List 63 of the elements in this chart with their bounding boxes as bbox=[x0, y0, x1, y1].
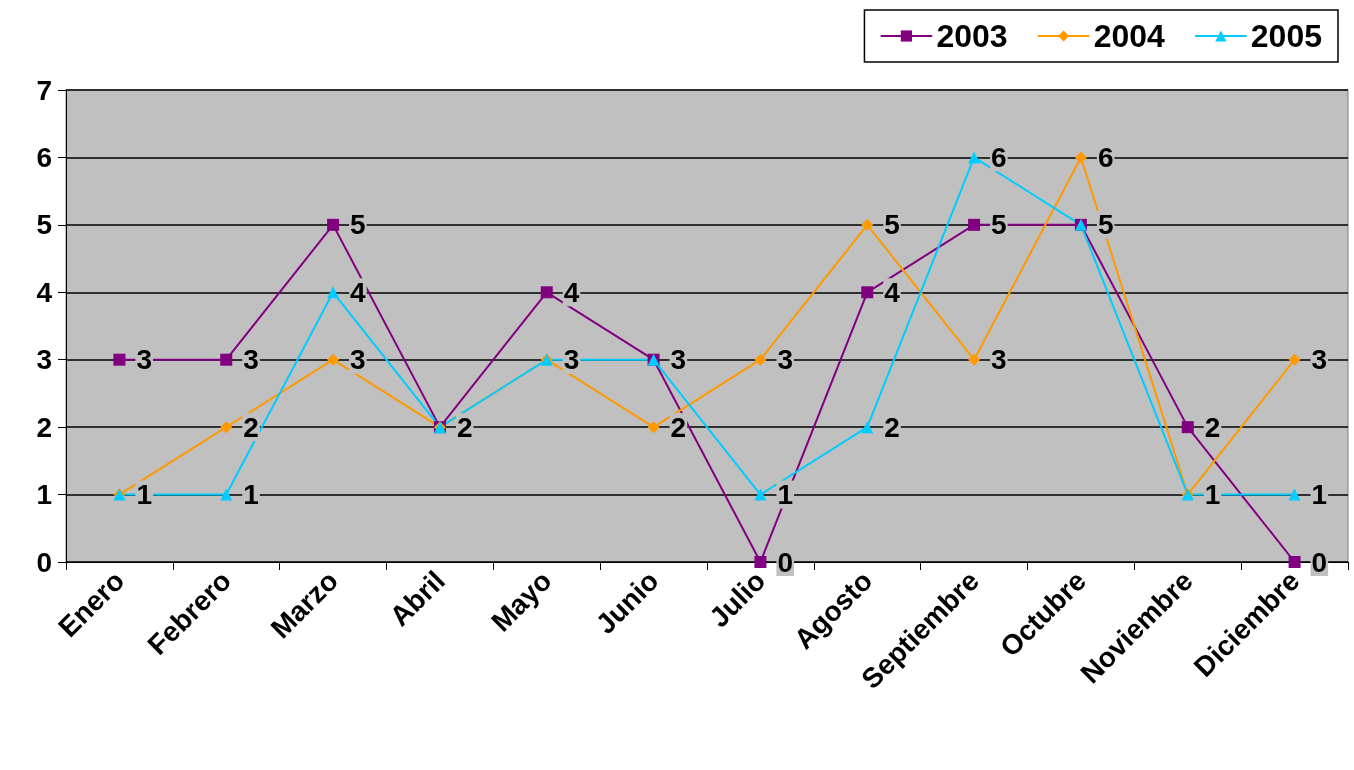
data-label: 3 bbox=[777, 344, 793, 376]
data-label: 4 bbox=[563, 276, 580, 308]
data-label: 3 bbox=[1311, 344, 1328, 376]
y-tick-label: 3 bbox=[36, 344, 52, 376]
point bbox=[1288, 353, 1301, 366]
point bbox=[1288, 488, 1301, 501]
data-label: 2 bbox=[243, 411, 259, 443]
data-label: 5 bbox=[350, 209, 366, 241]
data-label: 3 bbox=[136, 344, 152, 376]
y-tick-label: 2 bbox=[36, 411, 52, 443]
data-label: 4 bbox=[884, 276, 901, 308]
data-label: 5 bbox=[884, 209, 900, 241]
point bbox=[754, 353, 767, 366]
point bbox=[113, 353, 126, 366]
data-label: 1 bbox=[1204, 479, 1221, 511]
data-label: 6 bbox=[1097, 141, 1114, 173]
data-label: 5 bbox=[1097, 209, 1114, 241]
data-label: 3 bbox=[991, 344, 1007, 376]
point bbox=[220, 488, 233, 501]
point bbox=[647, 421, 660, 434]
point bbox=[968, 151, 981, 164]
legend-label: 2004 bbox=[1093, 18, 1166, 54]
data-label: 3 bbox=[350, 344, 366, 376]
data-label: 3 bbox=[563, 344, 580, 376]
data-label: 1 bbox=[777, 479, 793, 511]
point bbox=[220, 421, 233, 434]
point bbox=[220, 353, 233, 366]
data-label: 0 bbox=[777, 546, 793, 578]
data-label: 2 bbox=[670, 411, 687, 443]
data-label: 1 bbox=[136, 479, 152, 511]
point bbox=[861, 218, 874, 231]
y-tick-label: 4 bbox=[36, 276, 53, 308]
point bbox=[1074, 151, 1087, 164]
point bbox=[1288, 556, 1301, 568]
point bbox=[327, 286, 340, 299]
point bbox=[861, 286, 874, 299]
y-tick-label: 5 bbox=[36, 209, 52, 241]
y-tick-label: 7 bbox=[36, 74, 52, 106]
point bbox=[861, 421, 874, 434]
data-label: 2 bbox=[456, 411, 473, 443]
data-label: 5 bbox=[991, 209, 1007, 241]
data-label: 0 bbox=[1311, 546, 1328, 578]
point bbox=[968, 353, 981, 366]
data-label: 4 bbox=[350, 276, 367, 308]
point bbox=[754, 488, 767, 501]
y-tick-label: 0 bbox=[36, 546, 52, 578]
y-tick-label: 1 bbox=[36, 479, 52, 511]
point bbox=[968, 218, 981, 231]
data-label: 1 bbox=[243, 479, 259, 511]
legend-label: 2005 bbox=[1250, 18, 1322, 54]
data-label: 2 bbox=[884, 411, 900, 443]
legend-label: 2003 bbox=[936, 18, 1008, 54]
point bbox=[754, 556, 767, 568]
y-tick-label: 6 bbox=[36, 141, 52, 173]
point bbox=[540, 286, 553, 299]
point bbox=[327, 218, 340, 231]
data-label: 3 bbox=[670, 344, 687, 376]
data-label: 3 bbox=[243, 344, 259, 376]
point bbox=[327, 353, 340, 366]
data-label: 2 bbox=[1204, 411, 1221, 443]
data-label: 1 bbox=[1311, 479, 1328, 511]
data-label: 6 bbox=[991, 141, 1007, 173]
point bbox=[1181, 421, 1194, 434]
